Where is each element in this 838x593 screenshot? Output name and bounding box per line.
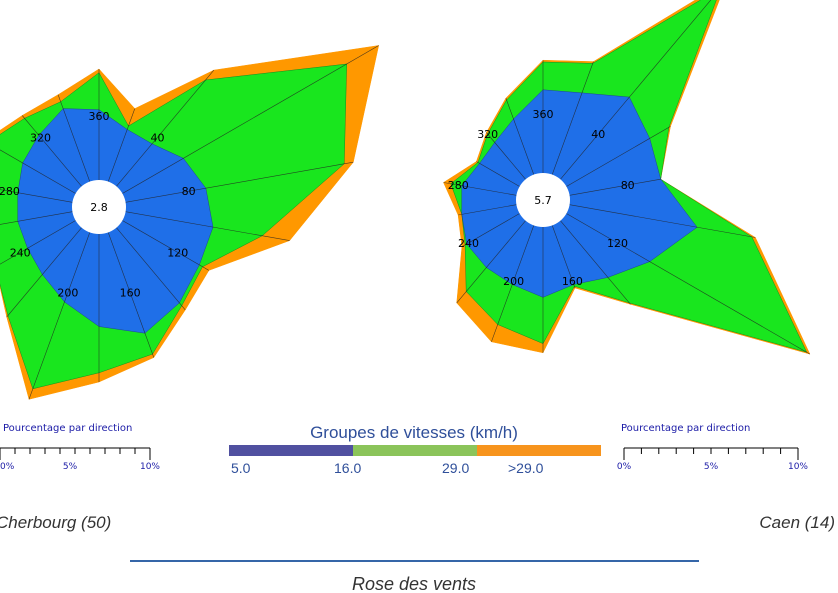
rose-1-outline xyxy=(450,0,808,353)
rose-1-spoke xyxy=(569,204,756,238)
rose-0-dir-label: 40 xyxy=(151,131,165,144)
rose-1-dir-label: 320 xyxy=(477,128,498,141)
city-label-caen: Caen (14) xyxy=(759,513,835,532)
wind-rose-cherbourg: 2.8 360 40 80 120 160 200 240 280 320 xyxy=(0,45,380,400)
rose-1-spoke xyxy=(560,220,631,305)
scale-left-tick-10: 10% xyxy=(140,462,160,472)
rose-1-spoke xyxy=(551,225,576,289)
speed-legend-label-5: 5.0 xyxy=(231,460,251,476)
scale-right-tick-10: 10% xyxy=(788,462,808,472)
rose-0-dir-label: 160 xyxy=(120,287,141,300)
rose-1-calm-circle xyxy=(516,173,570,227)
rose-0-spoke xyxy=(122,220,210,271)
rose-0-spoke xyxy=(28,232,91,400)
rose-1-spoke xyxy=(458,204,517,216)
rose-1-spoke xyxy=(456,220,526,304)
rose-1-spoke xyxy=(491,225,535,342)
rose-1-spoke xyxy=(476,161,520,187)
rose-0-dir-label: 280 xyxy=(0,185,20,198)
scale-left-ruler xyxy=(0,447,151,460)
rose-0-spoke xyxy=(21,115,82,187)
rose-0-calm-circle xyxy=(72,180,126,234)
speed-legend-label-29: 29.0 xyxy=(442,460,469,476)
rose-0-dir-label: 240 xyxy=(10,247,31,260)
speed-legend-swatch-5 xyxy=(229,445,353,456)
rose-1-spoke xyxy=(566,126,671,187)
scale-left: Pourcentage par direction 0% 5% 10% xyxy=(0,423,160,472)
scale-right-ruler xyxy=(623,447,799,460)
rose-1-spoke xyxy=(569,178,661,196)
rose-1-dir-label: 360 xyxy=(533,108,554,121)
speed-legend-swatch-29 xyxy=(477,445,601,456)
rose-0-spoke xyxy=(116,227,186,311)
scale-right: Pourcentage par direction 0% 5% 10% xyxy=(617,423,809,472)
rose-0-spoke xyxy=(125,161,354,203)
scale-left-tick-0: 0% xyxy=(0,462,15,472)
rose-1-spoke xyxy=(505,97,535,175)
rose-0-spoke xyxy=(57,94,91,182)
rose-1-dir-label: 40 xyxy=(591,128,605,141)
rose-1-spoke xyxy=(443,182,517,196)
rose-1-spoke xyxy=(551,61,594,175)
rose-1-outline xyxy=(461,89,698,298)
rose-1-dir-label: 120 xyxy=(607,237,628,250)
scale-right-title: Pourcentage par direction xyxy=(621,423,750,434)
rose-1-spoke xyxy=(461,213,520,248)
rose-1-center-value: 5.7 xyxy=(534,194,552,207)
rose-0-spoke xyxy=(0,220,76,265)
speed-legend-swatch-16 xyxy=(353,445,477,456)
rose-1-dir-label: 80 xyxy=(621,179,635,192)
rose-1-dir-label: 240 xyxy=(458,237,479,250)
rose-0-spoke xyxy=(0,149,76,194)
rose-1-spoke xyxy=(486,132,526,180)
rose-0-outline xyxy=(0,63,347,390)
rose-0-dir-label: 80 xyxy=(182,185,196,198)
speed-legend-title: Groupes de vitesses (km/h) xyxy=(310,423,518,442)
rose-1-spoke xyxy=(560,0,712,180)
figure-title: Rose des vents xyxy=(352,574,476,593)
speed-legend-label-gt29: >29.0 xyxy=(508,460,544,476)
rose-0-spoke xyxy=(6,227,82,318)
rose-1-dir-label: 200 xyxy=(503,275,524,288)
rose-0-dir-label: 360 xyxy=(89,110,110,123)
rose-0-outline xyxy=(17,108,214,334)
rose-0-spoke xyxy=(122,45,379,194)
rose-0-spoke xyxy=(0,189,73,203)
scale-left-tick-5: 5% xyxy=(63,462,78,472)
rose-0-spoke xyxy=(107,232,155,358)
speed-legend-label-16: 16.0 xyxy=(334,460,361,476)
rose-1-spoke xyxy=(566,213,811,355)
rose-0-dir-label: 120 xyxy=(167,247,188,260)
rose-1-dir-label: 160 xyxy=(562,275,583,288)
rose-0-dir-label: 200 xyxy=(57,287,78,300)
rose-0-spoke xyxy=(116,69,215,187)
scale-right-tick-5: 5% xyxy=(704,462,719,472)
scale-right-tick-0: 0% xyxy=(617,462,632,472)
scale-left-title: Pourcentage par direction xyxy=(3,423,132,434)
speed-legend: Groupes de vitesses (km/h) 5.0 16.0 29.0… xyxy=(229,423,601,476)
rose-1-dir-label: 280 xyxy=(448,179,469,192)
city-label-cherbourg: Cherbourg (50) xyxy=(0,513,111,532)
rose-0-spoke xyxy=(107,108,136,182)
rose-0-spoke xyxy=(0,211,73,225)
rose-0-center-value: 2.8 xyxy=(90,201,108,214)
wind-rose-caen: 5.7 360 40 80 120 160 200 240 280 320 xyxy=(443,0,811,355)
rose-0-dir-label: 320 xyxy=(30,131,51,144)
